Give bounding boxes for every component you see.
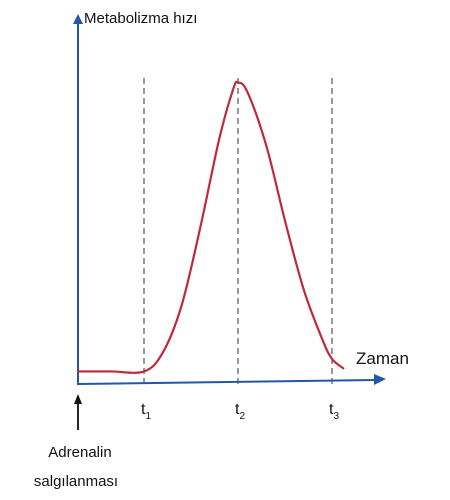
up-arrow-icon <box>74 394 82 404</box>
event-label-line-2: salgılanması <box>34 473 118 490</box>
x-axis-arrow-icon <box>374 374 386 385</box>
event-label-line-1: Adrenalin <box>48 444 111 461</box>
tick-label-t3: t3 <box>329 401 339 422</box>
y-axis-label: Metabolizma hızı <box>84 10 197 27</box>
metabolism-curve <box>76 80 345 374</box>
x-axis <box>77 379 377 385</box>
guide-lines <box>143 78 333 385</box>
tick-label-t1: t1 <box>141 401 151 422</box>
x-tick-labels: t1 t2 t3 <box>141 401 339 422</box>
tick-label-t2: t2 <box>235 401 245 422</box>
y-axis-arrow-icon <box>73 14 83 24</box>
x-axis-label: Zaman <box>356 349 409 368</box>
